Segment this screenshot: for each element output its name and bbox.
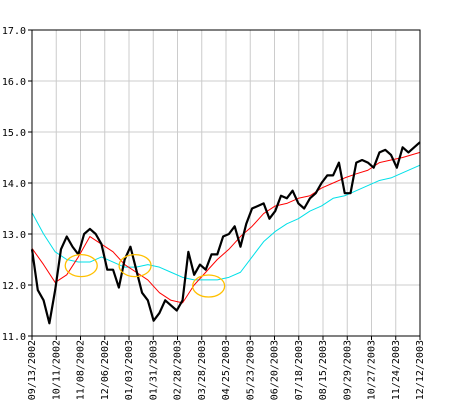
x-tick-label: 11/24/2003: [391, 340, 402, 400]
highlight-ellipses: [64, 253, 226, 298]
x-tick-label: 03/28/2003: [197, 340, 208, 400]
x-tick-label: 08/15/2003: [318, 340, 329, 400]
x-tick-label: 09/13/2002: [27, 340, 38, 400]
y-tick-label: 16.0: [2, 77, 26, 88]
x-tick-label: 04/25/2003: [221, 340, 232, 400]
grid-lines: [31, 29, 421, 337]
y-tick-label: 13.0: [2, 230, 26, 241]
x-tick-label: 09/29/2003: [342, 340, 353, 400]
highlight-ellipse: [118, 253, 152, 278]
y-axis-ticks: 11.0 12.0 13.0 14.0 15.0 16.0 17.0: [2, 26, 32, 343]
y-tick-label: 11.0: [2, 332, 26, 343]
x-tick-label: 01/03/2003: [124, 340, 135, 400]
y-tick-label: 12.0: [2, 281, 26, 292]
y-tick-label: 15.0: [2, 128, 26, 139]
highlight-ellipse: [191, 274, 226, 298]
x-tick-label: 11/08/2002: [76, 340, 87, 400]
x-tick-label: 10/27/2003: [367, 340, 378, 400]
highlight-ellipse: [64, 253, 98, 278]
x-tick-label: 05/23/2003: [245, 340, 256, 400]
y-tick-label: 17.0: [2, 26, 26, 37]
x-tick-label: 12/06/2002: [100, 340, 111, 400]
y-tick-label: 14.0: [2, 179, 26, 190]
x-tick-label: 02/28/2003: [173, 340, 184, 400]
x-tick-label: 12/12/2003: [415, 340, 426, 400]
x-tick-label: 10/11/2002: [51, 340, 62, 400]
series-lines: [30, 141, 421, 325]
x-tick-label: 07/18/2003: [294, 340, 305, 400]
x-tick-label: 01/31/2003: [148, 340, 159, 400]
series-line-ma-short: [31, 151, 421, 304]
plot-frame: [31, 29, 421, 337]
series-line-price: [30, 141, 421, 325]
x-axis-ticks: 09/13/2002 10/11/2002 11/08/2002 12/06/2002…: [27, 336, 426, 400]
x-tick-label: 06/20/2003: [270, 340, 281, 400]
